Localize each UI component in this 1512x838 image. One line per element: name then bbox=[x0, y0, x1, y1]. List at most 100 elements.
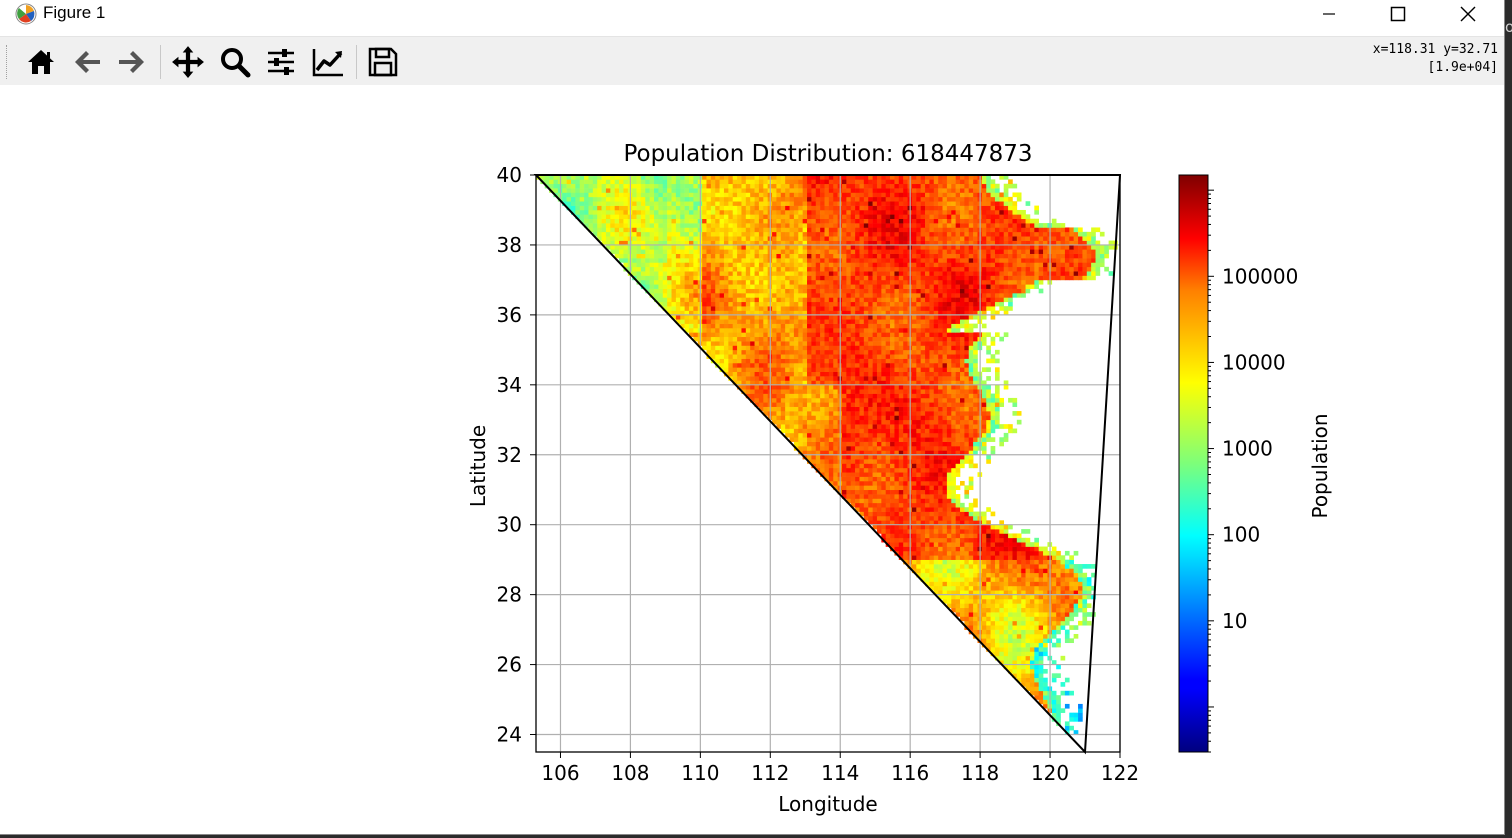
heatmap-cell bbox=[868, 319, 873, 324]
heatmap-cell bbox=[964, 459, 970, 464]
heatmap-cell bbox=[772, 406, 777, 412]
heatmap-cell bbox=[824, 437, 830, 442]
heatmap-cell bbox=[951, 542, 956, 547]
heatmap-cell bbox=[973, 411, 978, 416]
heatmap-cell bbox=[920, 511, 926, 517]
heatmap-cell bbox=[929, 415, 935, 421]
heatmap-cell bbox=[911, 384, 917, 390]
heatmap-cell bbox=[916, 437, 921, 442]
heatmap-cell bbox=[846, 358, 852, 364]
population-heatmap-figure[interactable]: Population Distribution: 618447873 106 10… bbox=[0, 85, 1504, 834]
save-button[interactable] bbox=[364, 43, 402, 81]
heatmap-cell bbox=[955, 585, 961, 591]
heatmap-cell bbox=[1016, 249, 1022, 254]
configure-subplots-button[interactable] bbox=[262, 43, 300, 81]
heatmap-cell bbox=[1025, 642, 1031, 648]
heatmap-cell bbox=[785, 415, 790, 421]
pan-button[interactable] bbox=[169, 43, 207, 81]
heatmap-cell bbox=[815, 297, 821, 303]
close-button[interactable] bbox=[1445, 0, 1491, 28]
heatmap-cell bbox=[955, 533, 961, 539]
title-bar[interactable]: Figure 1 bbox=[0, 0, 1504, 28]
heatmap-cell bbox=[1073, 717, 1079, 722]
heatmap-cell bbox=[911, 555, 917, 560]
heatmap-cell bbox=[951, 424, 956, 429]
heatmap-cell bbox=[789, 437, 795, 442]
heatmap-cell bbox=[1051, 555, 1057, 560]
heatmap-cell bbox=[994, 555, 1000, 560]
heatmap-cell bbox=[960, 301, 965, 307]
heatmap-cell bbox=[881, 428, 886, 434]
home-button[interactable] bbox=[22, 43, 60, 81]
edit-axis-button[interactable] bbox=[309, 43, 347, 81]
heatmap-cell bbox=[828, 371, 834, 377]
heatmap-cell bbox=[894, 406, 900, 412]
heatmap-cell bbox=[890, 446, 895, 451]
heatmap-cell bbox=[981, 585, 987, 591]
heatmap-cell bbox=[807, 262, 812, 268]
maximize-button[interactable] bbox=[1375, 0, 1421, 28]
forward-button[interactable] bbox=[113, 43, 151, 81]
heatmap-cell bbox=[802, 415, 808, 421]
heatmap-cell bbox=[846, 376, 852, 381]
heatmap-cell bbox=[876, 288, 882, 294]
heatmap-cell bbox=[1051, 253, 1057, 259]
heatmap-cell bbox=[793, 358, 799, 364]
heatmap-cell bbox=[719, 297, 725, 303]
heatmap-cell bbox=[916, 345, 921, 351]
heatmap-cell bbox=[894, 380, 900, 386]
heatmap-cell bbox=[745, 301, 751, 307]
heatmap-cell bbox=[780, 358, 786, 364]
heatmap-cell bbox=[741, 244, 747, 250]
heatmap-cell bbox=[955, 288, 961, 294]
heatmap-cell bbox=[855, 498, 860, 504]
heatmap-cell bbox=[811, 380, 817, 386]
heatmap-cell bbox=[710, 310, 716, 316]
heatmap-cell bbox=[973, 341, 978, 346]
heatmap-cell bbox=[811, 271, 817, 276]
minimize-button[interactable] bbox=[1306, 0, 1352, 28]
heatmap-cell bbox=[898, 389, 904, 394]
heatmap-cell bbox=[911, 271, 917, 276]
heatmap-cell bbox=[776, 301, 782, 307]
heatmap-cell bbox=[750, 349, 755, 355]
heatmap-cell bbox=[898, 524, 904, 530]
heatmap-cell bbox=[675, 279, 681, 285]
heatmap-cell bbox=[964, 564, 970, 569]
heatmap-cell bbox=[876, 437, 882, 442]
heatmap-cell bbox=[610, 244, 615, 250]
heatmap-cell bbox=[868, 306, 873, 311]
heatmap-cell bbox=[719, 293, 725, 298]
heatmap-cell bbox=[925, 533, 930, 539]
heatmap-cell bbox=[833, 297, 838, 303]
back-button[interactable] bbox=[68, 43, 106, 81]
heatmap-cell bbox=[872, 485, 878, 491]
heatmap-cell bbox=[903, 463, 908, 469]
heatmap-cell bbox=[1003, 664, 1009, 670]
heatmap-cell bbox=[968, 620, 974, 626]
toolbar-grip[interactable] bbox=[6, 45, 10, 79]
heatmap-cell bbox=[1025, 542, 1031, 547]
heatmap-cell bbox=[929, 327, 935, 333]
heatmap-cell bbox=[1069, 249, 1074, 254]
heatmap-cell bbox=[833, 454, 838, 460]
heatmap-cell bbox=[986, 638, 991, 644]
heatmap-cell bbox=[929, 472, 935, 477]
heatmap-cell bbox=[750, 301, 755, 307]
heatmap-cell bbox=[881, 454, 886, 460]
heatmap-cell bbox=[1008, 599, 1013, 604]
heatmap-cell bbox=[815, 319, 821, 324]
heatmap-cell bbox=[846, 419, 852, 425]
heatmap-cell bbox=[885, 402, 891, 407]
heatmap-cell bbox=[824, 397, 830, 403]
heatmap-cell bbox=[929, 297, 935, 303]
heatmap-cell bbox=[772, 288, 777, 294]
heatmap-cell bbox=[1078, 266, 1083, 272]
heatmap-cell bbox=[916, 314, 921, 320]
heatmap-cell bbox=[872, 376, 878, 381]
heatmap-cell bbox=[946, 384, 952, 390]
zoom-button[interactable] bbox=[216, 43, 254, 81]
figure-canvas[interactable]: Population Distribution: 618447873 106 10… bbox=[0, 85, 1504, 834]
heatmap-cell bbox=[710, 341, 716, 346]
heatmap-cell bbox=[662, 258, 668, 263]
